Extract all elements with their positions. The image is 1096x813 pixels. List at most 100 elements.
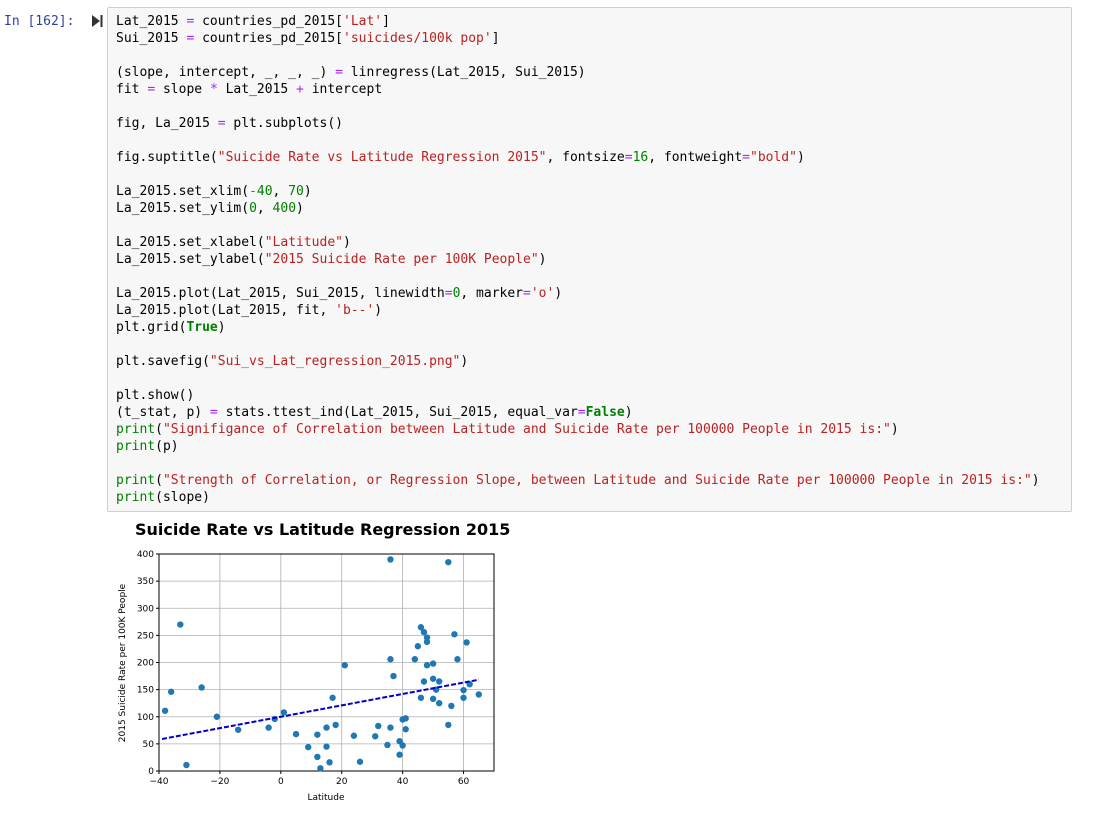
- code-line: [116, 268, 1040, 285]
- y-axis-label: 2015 Suicide Rate per 100K People: [118, 583, 128, 742]
- code-line: (slope, intercept, _, _, _) = linregress…: [116, 65, 586, 80]
- x-tick-label: 60: [458, 777, 470, 787]
- data-point: [460, 694, 467, 701]
- code-line: [116, 370, 1040, 387]
- data-point: [445, 721, 452, 729]
- y-tick-label: 350: [137, 577, 154, 587]
- data-point: [429, 660, 437, 667]
- data-point: [396, 751, 403, 758]
- scatter-chart: 0 50 100 150 200 250 300 350 400 −40 −20 0 20 40 60 L…: [118, 550, 495, 803]
- data-point: [329, 694, 336, 701]
- data-point: [460, 686, 467, 694]
- data-point: [448, 702, 455, 710]
- chart-grid: [158, 553, 494, 772]
- data-point: [420, 628, 428, 636]
- data-point: [429, 675, 437, 682]
- code-line: La_2015.set_ylim(0, 400): [116, 201, 304, 216]
- code-line: Lat_2015 = countries_pd_2015['Lat']: [116, 14, 390, 29]
- code-line: plt.savefig("Sui_vs_Lat_regression_2015.…: [116, 354, 469, 369]
- data-point: [375, 722, 382, 730]
- code-line: fig, La_2015 = plt.subplots(): [116, 116, 343, 131]
- data-point: [451, 631, 458, 638]
- data-point: [475, 691, 482, 698]
- code-line: fig.suptitle("Suicide Rate vs Latitude R…: [116, 150, 805, 165]
- chart-title: Suicide Rate vs Latitude Regression 2015: [135, 520, 511, 539]
- code-line: print("Signifigance of Correlation betwe…: [116, 422, 899, 437]
- cell-output: Suicide Rate vs Latitude Regression 2015…: [107, 516, 527, 809]
- code-line: plt.grid(True): [116, 320, 226, 335]
- data-point: [265, 724, 272, 731]
- x-axis-ticks: −40 −20 0 20 40 60: [150, 771, 470, 787]
- data-point: [423, 634, 431, 641]
- code-line: [116, 166, 1040, 183]
- code-line: plt.show(): [116, 388, 195, 403]
- code-line: [116, 336, 1040, 353]
- x-tick-label: 20: [336, 777, 348, 787]
- x-tick-label: −40: [150, 777, 169, 787]
- y-tick-label: 300: [137, 604, 154, 614]
- data-point: [161, 707, 169, 714]
- data-point: [213, 713, 221, 720]
- code-line: [116, 217, 1040, 234]
- data-point: [463, 639, 470, 646]
- code-line: (t_stat, p) = stats.ttest_ind(Lat_2015, …: [116, 405, 633, 420]
- data-point: [387, 556, 394, 563]
- code-line: print(slope): [116, 490, 210, 505]
- y-tick-label: 50: [143, 740, 155, 750]
- data-point: [402, 715, 409, 722]
- data-point: [198, 684, 205, 691]
- data-point: [435, 678, 443, 685]
- code-line: La_2015.set_xlabel("Latitude"): [116, 235, 351, 250]
- data-point: [341, 662, 348, 669]
- code-line: [116, 455, 1040, 472]
- data-point: [454, 656, 461, 663]
- code-line: [116, 98, 1040, 115]
- code-line: La_2015.plot(Lat_2015, Sui_2015, linewid…: [116, 286, 563, 301]
- regression-fit-line: [161, 678, 479, 740]
- data-point: [387, 656, 394, 663]
- x-tick-label: 40: [397, 777, 409, 787]
- data-point: [183, 761, 190, 769]
- data-point: [420, 678, 428, 685]
- data-point: [323, 724, 330, 731]
- code-line: La_2015.set_ylabel("2015 Suicide Rate pe…: [116, 252, 547, 267]
- y-tick-label: 250: [137, 631, 154, 641]
- data-point: [423, 662, 431, 669]
- data-point: [417, 624, 425, 631]
- data-point: [167, 688, 175, 695]
- data-point: [314, 753, 321, 761]
- code-cell[interactable]: Lat_2015 = countries_pd_2015['Lat'] Sui_2…: [107, 7, 1072, 512]
- data-point: [323, 743, 330, 750]
- data-point: [372, 733, 379, 740]
- y-tick-label: 400: [137, 550, 154, 560]
- code-line: print("Strength of Correlation, or Regre…: [116, 473, 1040, 488]
- data-point: [326, 759, 333, 766]
- data-point: [317, 765, 324, 772]
- code-line: [116, 47, 1040, 64]
- data-point: [305, 743, 312, 751]
- cell-prompt: In [162]:: [4, 14, 75, 29]
- data-point: [280, 709, 288, 716]
- data-point: [314, 731, 321, 738]
- x-tick-label: 0: [278, 777, 284, 787]
- data-point: [417, 694, 425, 701]
- data-point: [292, 730, 300, 738]
- data-point: [411, 656, 419, 663]
- code-line: print(p): [116, 439, 179, 454]
- code-line: Sui_2015 = countries_pd_2015['suicides/1…: [116, 31, 500, 46]
- data-point: [387, 724, 394, 731]
- data-point: [429, 695, 437, 703]
- y-tick-label: 200: [137, 659, 154, 669]
- y-tick-label: 0: [148, 767, 154, 777]
- data-point: [402, 726, 409, 733]
- data-point: [390, 672, 397, 680]
- run-cell-icon[interactable]: [91, 14, 103, 28]
- code-line: La_2015.set_xlim(-40, 70): [116, 184, 312, 199]
- y-tick-label: 150: [137, 686, 154, 696]
- code-line: fit = slope * Lat_2015 + intercept: [116, 82, 383, 97]
- code-line: [116, 132, 1040, 149]
- data-point: [399, 742, 406, 749]
- code-editor[interactable]: Lat_2015 = countries_pd_2015['Lat'] Sui_2…: [116, 13, 1040, 506]
- code-line: La_2015.plot(Lat_2015, fit, 'b--'): [116, 303, 383, 318]
- data-point: [350, 732, 358, 739]
